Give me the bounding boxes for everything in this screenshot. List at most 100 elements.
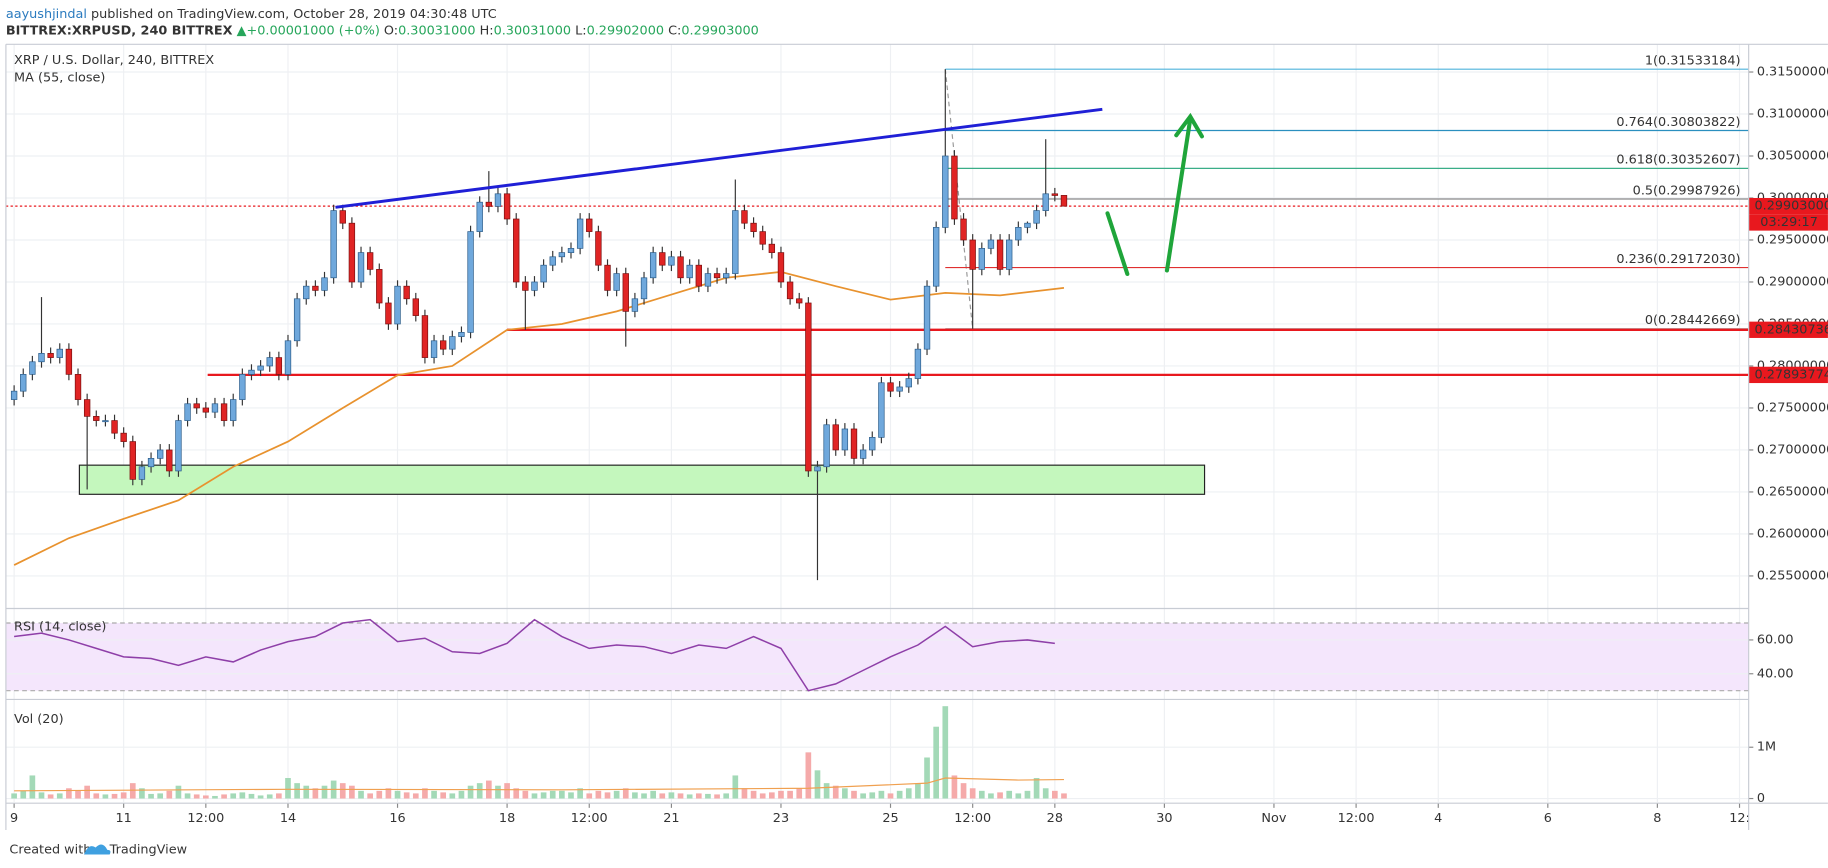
volume-bar [339, 783, 346, 799]
footer-brand[interactable]: TradingView [109, 842, 187, 857]
volume-bar [1052, 790, 1058, 799]
volume-bar [11, 793, 17, 799]
candle-body [759, 231, 766, 245]
candle-body [357, 252, 365, 283]
candle-body [604, 264, 611, 291]
fib-label: 0.5(0.29987926) [1633, 183, 1741, 198]
volume-bar [358, 790, 364, 799]
candle-body [576, 218, 584, 249]
candle-body [723, 273, 730, 279]
candle-body [385, 302, 392, 325]
volume-bar [860, 793, 866, 799]
volume-bar [120, 792, 127, 799]
x-tick-label: 21 [663, 811, 679, 826]
x-tick-label: 16 [389, 811, 405, 826]
candle-body [1060, 195, 1068, 207]
footer-created: Created with [9, 842, 91, 857]
rsi-band [5, 623, 1749, 691]
candle-body [239, 374, 246, 400]
volume-bar [257, 795, 264, 799]
volume-bar [613, 790, 620, 799]
volume-bar [285, 778, 291, 799]
volume-bar [933, 726, 939, 799]
candle-body [987, 239, 995, 249]
volume-bar [139, 788, 145, 799]
volume-bar [677, 793, 684, 799]
candle-body [595, 231, 602, 266]
candle-body [102, 420, 109, 423]
ohlc-key: L: [575, 23, 586, 38]
arrow-down [1105, 211, 1130, 276]
candle-body [93, 416, 100, 421]
candle-body [120, 432, 127, 442]
candle-body [47, 353, 54, 358]
candle-body [376, 269, 383, 304]
candle-body [129, 441, 136, 480]
ohlc-value: 0.29903000 [681, 23, 758, 38]
x-tick-label: 8 [1653, 811, 1661, 826]
candle-body [166, 449, 173, 472]
volume-bar [887, 793, 894, 799]
green-arrows [1105, 112, 1204, 276]
candle-body [613, 273, 620, 291]
candle-body [230, 399, 237, 421]
volume-bar [495, 785, 501, 799]
volume-bar [540, 792, 547, 799]
candle-body [978, 248, 985, 270]
volume-bar [321, 785, 328, 799]
candle-body [549, 256, 556, 266]
volume-bar [111, 793, 118, 799]
published: published on TradingView.com, October 28… [91, 6, 497, 21]
candle-body [659, 252, 666, 266]
volume-bar [504, 783, 510, 799]
candle-body [1024, 222, 1031, 228]
y-tick-label: 0.26500000 [1757, 484, 1828, 499]
arrow-head [1174, 112, 1204, 139]
volume-bar [84, 785, 90, 799]
volume-bar [595, 790, 602, 799]
candle-body [56, 348, 63, 358]
candle-body [768, 243, 776, 253]
volume-bar [367, 793, 373, 799]
volume-bar [714, 794, 720, 799]
support-zone [78, 464, 1206, 495]
y-tick-label: 40.00 [1757, 666, 1794, 681]
candle-body [932, 227, 940, 287]
author[interactable]: aayushjindal [6, 6, 87, 21]
candle-body [887, 382, 894, 392]
candle-body [522, 281, 529, 291]
candle-body [558, 252, 566, 258]
candle-body [896, 386, 903, 392]
y-tick-label: 0 [1757, 791, 1765, 806]
candle-body [622, 273, 629, 312]
candle-body [449, 336, 456, 350]
volume-bar [166, 790, 173, 799]
volume-bar [66, 788, 72, 799]
x-tick-label: 9 [10, 811, 18, 826]
candle-body [147, 458, 155, 468]
volume-bar [303, 785, 310, 799]
volume-bar [832, 785, 839, 799]
x-tick-label: 12:00 [571, 811, 608, 826]
volume-bar [951, 775, 958, 799]
volume-bar [851, 790, 857, 799]
level-price-box [1748, 321, 1828, 338]
candle-body [157, 449, 164, 459]
plot-area: 9 11 12:00 14 16 18 12:00 21 23 25 12:00 28 30 Nov 12:… [5, 44, 1828, 826]
candle-body [440, 340, 447, 350]
countdown-box [1748, 214, 1828, 231]
volume-bar [266, 794, 273, 799]
candle-body [686, 264, 693, 279]
volume-bar [905, 788, 912, 799]
candle-body [741, 210, 748, 224]
volume-bar [522, 790, 529, 799]
candle-body [695, 264, 702, 287]
brand-logo [84, 844, 111, 855]
x-tick-label: 23 [773, 811, 789, 826]
volume-bar [531, 793, 538, 799]
volume-bar [193, 794, 200, 799]
change-arrow: ▲ [237, 23, 247, 38]
volume-bar [668, 792, 675, 799]
y-tick-label: 0.27500000 [1757, 400, 1828, 415]
candle-body [312, 285, 319, 291]
